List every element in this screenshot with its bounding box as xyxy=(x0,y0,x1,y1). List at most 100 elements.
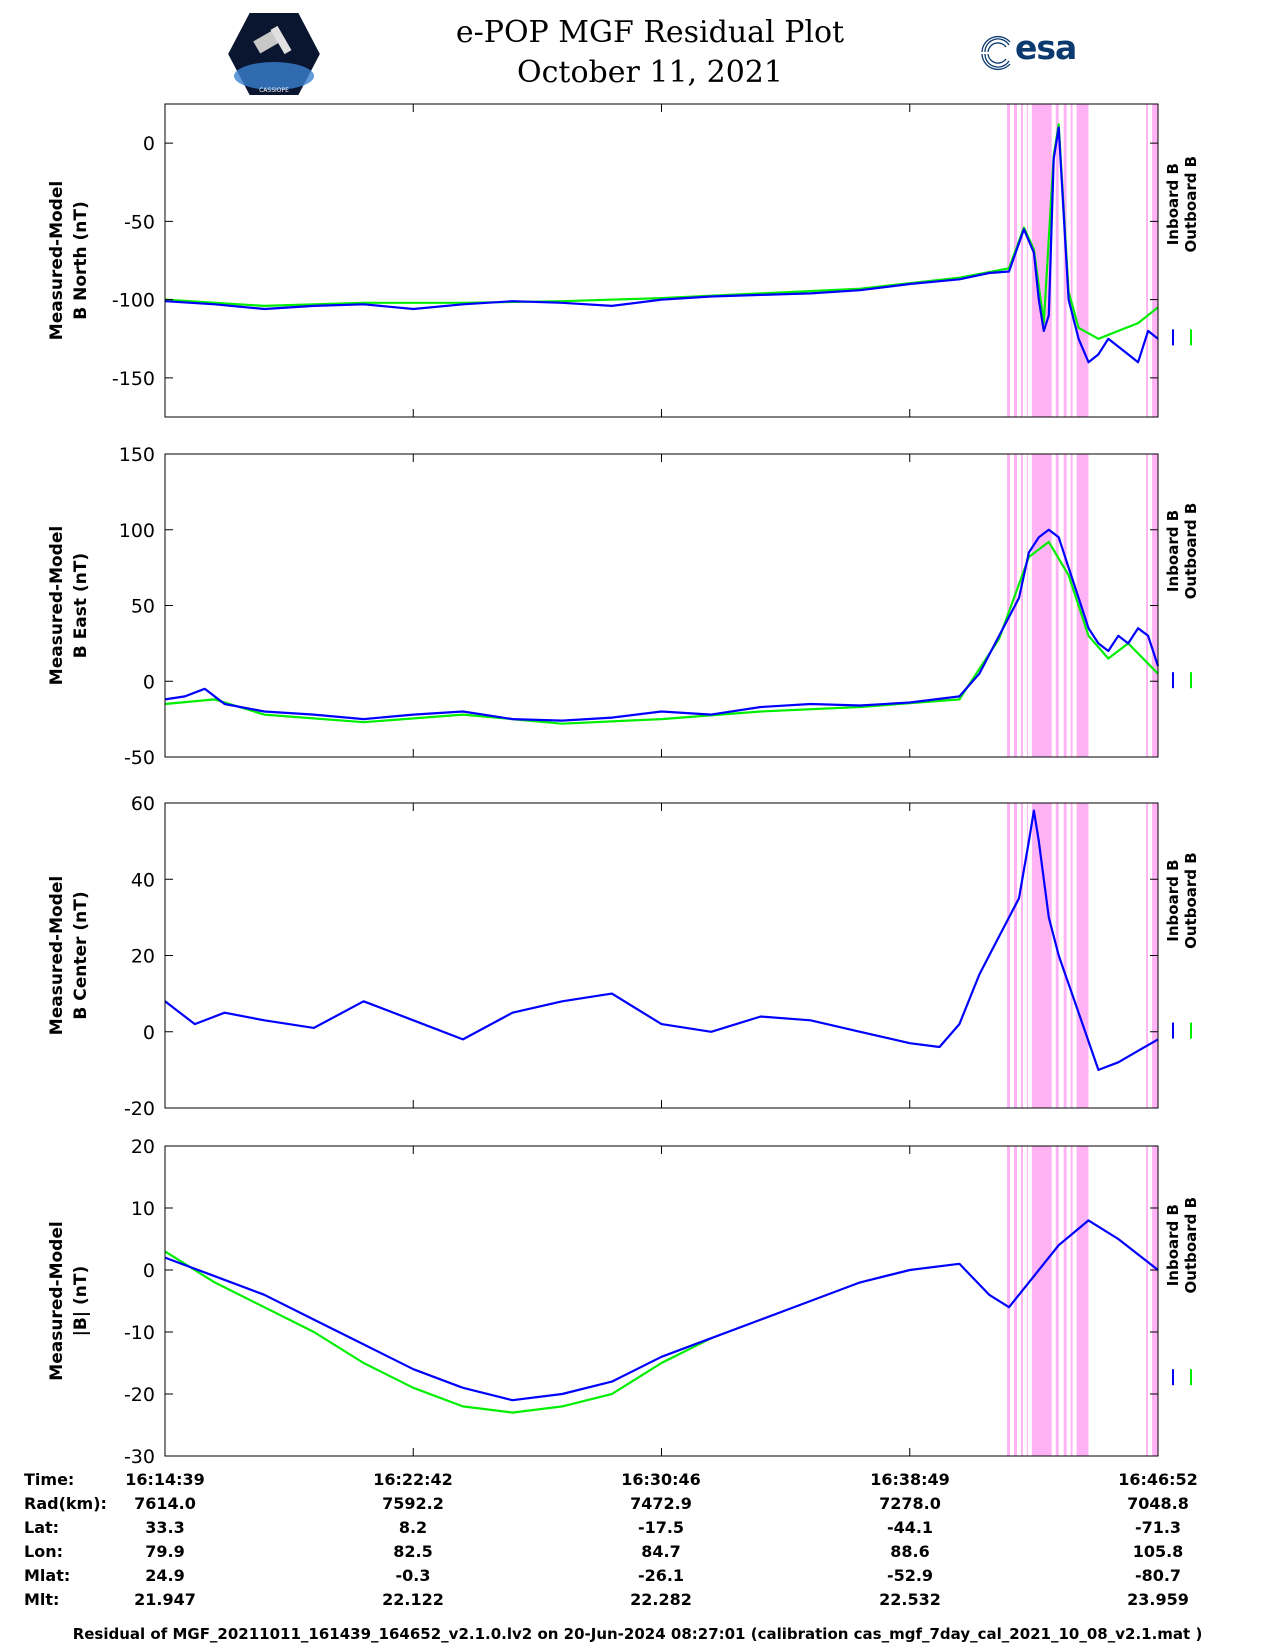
highlight-band xyxy=(1020,803,1023,1108)
footer-caption: Residual of MGF_20211011_161439_164652_v… xyxy=(72,1625,1203,1643)
table-cell: 22.122 xyxy=(382,1590,444,1609)
y-tick-label: -150 xyxy=(112,368,155,390)
table-row-label: Rad(km): xyxy=(24,1494,107,1513)
legend-label: Inboard B xyxy=(1164,510,1182,592)
legend-label: Outboard B xyxy=(1182,156,1200,253)
table-row-label: Lon: xyxy=(24,1542,63,1561)
highlight-band xyxy=(1007,803,1011,1108)
y-tick-label: -30 xyxy=(124,1446,155,1468)
highlight-band xyxy=(1055,1146,1059,1456)
table-cell: 23.959 xyxy=(1127,1590,1189,1609)
highlight-band xyxy=(1020,1146,1023,1456)
table-cell: 16:46:52 xyxy=(1118,1470,1198,1489)
y-tick-label: -100 xyxy=(112,290,155,312)
y-axis-label: Measured-Model xyxy=(47,1221,67,1380)
highlight-band xyxy=(1031,803,1052,1108)
table-cell: 7614.0 xyxy=(134,1494,196,1513)
y-tick-label: 20 xyxy=(131,946,155,968)
series-line-inboard xyxy=(164,1219,1159,1402)
y-tick-label: 60 xyxy=(131,793,155,815)
highlight-band xyxy=(1063,1146,1067,1456)
y-tick-label: 0 xyxy=(143,1022,155,1044)
table-cell: 105.8 xyxy=(1132,1542,1184,1561)
table-cell: 7472.9 xyxy=(630,1494,692,1513)
table-cell: 79.9 xyxy=(145,1542,185,1561)
series-line-outboard xyxy=(164,1250,712,1414)
table-cell: 7278.0 xyxy=(879,1494,941,1513)
highlight-band xyxy=(1007,454,1011,757)
table-cell: 7048.8 xyxy=(1127,1494,1189,1513)
table-cell: -52.9 xyxy=(886,1566,934,1585)
highlight-band xyxy=(1146,104,1149,417)
highlight-band xyxy=(1014,1146,1017,1456)
y-axis-label: B East (nT) xyxy=(71,553,91,658)
highlight-band xyxy=(1076,454,1089,757)
table-cell: 22.532 xyxy=(879,1590,941,1609)
legend-label: Inboard B xyxy=(1164,1204,1182,1286)
table-cell: -17.5 xyxy=(637,1518,685,1537)
highlight-band xyxy=(1007,1146,1011,1456)
panel-1: 0 -50 -100 -150 Measured-Model B North (nT) In… xyxy=(47,103,1200,418)
y-tick-label: -50 xyxy=(124,211,155,233)
table-row-label: Time: xyxy=(24,1470,75,1489)
highlight-band xyxy=(1014,803,1017,1108)
highlight-band xyxy=(1070,1146,1073,1456)
legend-label: Outboard B xyxy=(1182,852,1200,949)
highlight-band xyxy=(1152,104,1158,417)
highlight-band xyxy=(1055,104,1059,417)
table-cell: -44.1 xyxy=(886,1518,934,1537)
table-row-label: Lat: xyxy=(24,1518,60,1537)
panel-2: 150 100 50 0 -50 Measured-Model B East (nT) Inb… xyxy=(47,444,1200,769)
y-tick-label: 0 xyxy=(143,671,155,693)
table-cell: 24.9 xyxy=(145,1566,185,1585)
y-axis-label: Measured-Model xyxy=(47,181,67,340)
y-tick-label: 50 xyxy=(131,596,155,618)
highlight-band xyxy=(1146,803,1149,1108)
table-cell: 16:22:42 xyxy=(373,1470,453,1489)
cassiope-logo-text: CASSIOPE xyxy=(259,87,289,94)
highlight-band xyxy=(1076,803,1089,1108)
esa-logo-text: esa xyxy=(1015,28,1077,67)
table-cell: 16:14:39 xyxy=(125,1470,205,1489)
y-axis-label: Measured-Model xyxy=(47,876,67,1035)
highlight-band xyxy=(1026,1146,1028,1456)
cassiope-logo: CASSIOPE xyxy=(225,11,323,97)
highlight-band xyxy=(1031,104,1052,417)
highlight-band xyxy=(1146,1146,1149,1456)
table-row-label: Mlat: xyxy=(24,1566,71,1585)
highlight-band xyxy=(1063,803,1067,1108)
y-axis-label: B Center (nT) xyxy=(71,891,91,1019)
table-cell: -80.7 xyxy=(1134,1566,1182,1585)
table-cell: -0.3 xyxy=(395,1566,431,1585)
highlight-band xyxy=(1070,104,1073,417)
y-tick-label: -50 xyxy=(124,747,155,769)
highlight-band xyxy=(1063,454,1067,757)
table-row-label: Mlt: xyxy=(24,1590,60,1609)
y-tick-label: 0 xyxy=(143,133,155,155)
table-cell: -71.3 xyxy=(1134,1518,1182,1537)
table-cell: -26.1 xyxy=(637,1566,685,1585)
y-axis-label: |B| (nT) xyxy=(71,1266,91,1337)
table-cell: 22.282 xyxy=(630,1590,692,1609)
table-cell: 82.5 xyxy=(393,1542,433,1561)
y-axis-label: B North (nT) xyxy=(71,201,91,320)
highlight-band xyxy=(1026,454,1028,757)
table-cell: 21.947 xyxy=(134,1590,196,1609)
y-tick-label: 0 xyxy=(143,1260,155,1282)
chart-title: e-POP MGF Residual Plot xyxy=(455,15,845,50)
highlight-band xyxy=(1026,104,1028,417)
y-axis-label: Measured-Model xyxy=(47,526,67,685)
legend-label: Outboard B xyxy=(1182,503,1200,600)
y-tick-label: 20 xyxy=(131,1136,155,1158)
table-cell: 84.7 xyxy=(641,1542,681,1561)
series-line-inboard xyxy=(164,528,1160,722)
chart-date: October 11, 2021 xyxy=(517,55,783,90)
table-cell: 16:38:49 xyxy=(870,1470,950,1489)
y-tick-label: -20 xyxy=(124,1098,155,1120)
highlight-band xyxy=(1020,104,1023,417)
table-cell: 16:30:46 xyxy=(621,1470,701,1489)
legend-label: Inboard B xyxy=(1164,163,1182,245)
series-line-inboard xyxy=(164,809,1159,1072)
table-cell: 33.3 xyxy=(145,1518,185,1537)
